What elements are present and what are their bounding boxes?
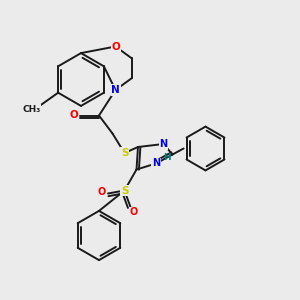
Text: O: O — [111, 41, 120, 52]
Text: N: N — [152, 158, 160, 169]
Text: N: N — [159, 139, 168, 149]
Text: H: H — [163, 153, 170, 162]
Text: O: O — [70, 110, 79, 121]
Text: N: N — [111, 85, 120, 95]
Text: O: O — [129, 207, 138, 218]
Text: S: S — [121, 148, 128, 158]
Text: O: O — [97, 187, 106, 197]
Text: CH₃: CH₃ — [22, 105, 40, 114]
Text: S: S — [121, 185, 128, 196]
